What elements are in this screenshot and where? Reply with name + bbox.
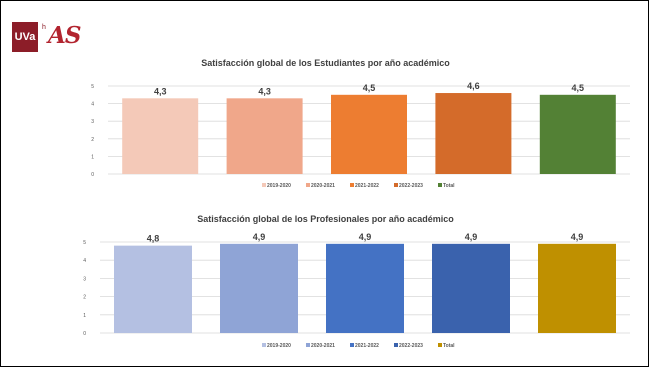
students-legend-label: 2021-2022 [355, 183, 379, 189]
professionals-bar-2020-2021 [220, 243, 298, 333]
students-y-tick-label: 3 [91, 119, 94, 125]
professionals-bar-Total [538, 243, 616, 333]
professionals-y-tick-label: 5 [83, 240, 86, 246]
students-legend-label: 2019-2020 [267, 183, 291, 189]
professionals-bar-2022-2023 [432, 243, 510, 333]
professionals-data-label: 4,9 [359, 232, 372, 242]
students-legend-swatch [306, 183, 310, 187]
professionals-y-tick-label: 2 [83, 295, 86, 301]
logo-superscript: h [42, 24, 46, 31]
professionals-legend-swatch [306, 343, 310, 347]
professionals-legend-label: 2019-2020 [267, 343, 291, 349]
students-data-label: 4,3 [258, 86, 271, 96]
students-y-tick-label: 4 [91, 102, 94, 108]
students-y-tick-label: 2 [91, 137, 94, 143]
students-legend-swatch [262, 183, 266, 187]
students-satisfaction-chart: 0 1 2 3 4 5 4,3 4,3 4,5 4,6 4,5 2019-2020 2020-2021 2… [91, 81, 630, 189]
professionals-legend-swatch [262, 343, 266, 347]
professionals-data-label: 4,9 [571, 232, 584, 242]
professionals-legend-label: 2021-2022 [355, 343, 379, 349]
professionals-y-tick-label: 3 [83, 276, 86, 282]
students-bar-2019-2020 [122, 98, 199, 174]
professionals-legend-swatch [350, 343, 354, 347]
students-legend-swatch [350, 183, 354, 187]
students-y-tick-label: 0 [91, 172, 94, 178]
professionals-bar-2021-2022 [326, 243, 404, 333]
students-data-label: 4,6 [467, 81, 480, 91]
professionals-legend-swatch [394, 343, 398, 347]
professionals-y-tick-label: 4 [83, 258, 86, 264]
students-legend-label: 2022-2023 [399, 183, 423, 189]
professionals-data-label: 4,9 [253, 232, 266, 242]
students-legend-label: Total [443, 183, 455, 189]
professionals-legend-label: 2022-2023 [399, 343, 423, 349]
professionals-legend-label: 2020-2021 [311, 343, 335, 349]
logo-uva-box: UVa [12, 22, 38, 52]
students-bar-2022-2023 [435, 93, 512, 174]
students-bar-2020-2021 [226, 98, 303, 174]
students-data-label: 4,5 [572, 83, 585, 93]
professionals-satisfaction-chart: 0 1 2 3 4 5 4,8 4,9 4,9 4,9 4,9 2019-2020 2020-2021 2… [83, 232, 630, 349]
professionals-legend-label: Total [443, 343, 455, 349]
students-legend-swatch [438, 183, 442, 187]
students-y-tick-label: 5 [91, 84, 94, 90]
professionals-y-tick-label: 0 [83, 331, 86, 337]
students-legend-label: 2020-2021 [311, 183, 335, 189]
students-y-tick-label: 1 [91, 154, 94, 160]
professionals-chart-title: Satisfacción global de los Profesionales… [197, 214, 454, 224]
students-bar-2021-2022 [331, 94, 407, 174]
students-data-label: 4,5 [363, 83, 376, 93]
students-bar-Total [539, 94, 616, 174]
students-data-label: 4,3 [154, 86, 167, 96]
students-legend-swatch [394, 183, 398, 187]
professionals-bar-2019-2020 [114, 245, 192, 333]
professionals-data-label: 4,8 [147, 234, 160, 244]
students-chart-title: Satisfacción global de los Estudiantes p… [201, 58, 450, 68]
professionals-y-tick-label: 1 [83, 313, 86, 319]
professionals-legend-swatch [438, 343, 442, 347]
professionals-data-label: 4,9 [465, 232, 478, 242]
logo-as-text: AS [48, 22, 81, 49]
